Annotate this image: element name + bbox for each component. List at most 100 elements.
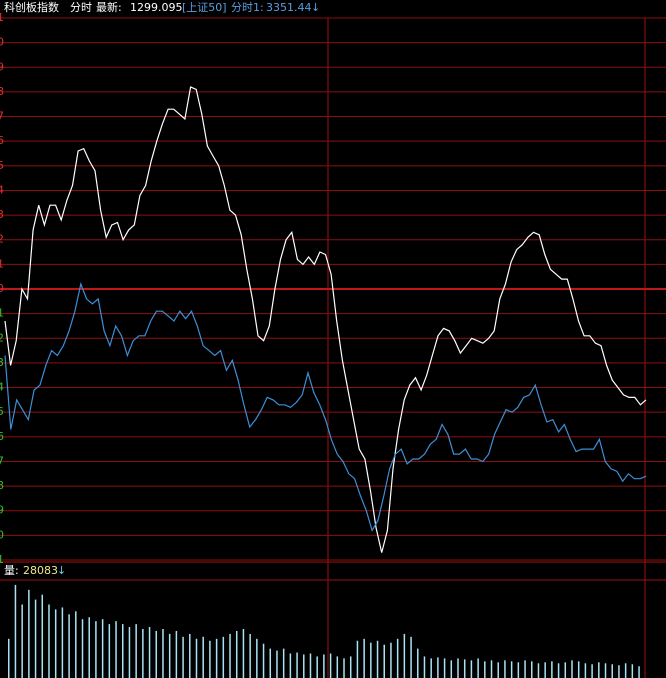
latest-value: 1299.095 (130, 1, 183, 14)
index-name: 科创板指数 (4, 0, 59, 14)
volume-bar (329, 653, 332, 678)
volume-bar (497, 662, 499, 678)
volume-arrow: ↓ (57, 564, 66, 577)
volume-bar (604, 663, 607, 678)
volume-bar (484, 661, 486, 678)
volume-bar (249, 633, 251, 678)
volume-bar (28, 589, 30, 678)
volume-bar (457, 658, 459, 678)
volume-bar (403, 633, 406, 678)
volume-bar (370, 642, 372, 678)
volume-bar (269, 648, 272, 678)
series-line (4, 86, 647, 553)
volume-bar (430, 658, 432, 678)
volume-bar (276, 650, 278, 678)
volume-bar (282, 648, 285, 678)
volume-bar (376, 640, 379, 678)
y-tick-label: 6 (0, 134, 4, 147)
y-tick-label: 4 (0, 183, 4, 196)
volume-bar (155, 630, 158, 678)
y-tick-label: -9 (0, 504, 4, 517)
series-line (4, 282, 647, 532)
volume-bar (363, 638, 365, 678)
volume-bar (450, 660, 453, 678)
volume-bar (510, 661, 513, 678)
y-tick-label: -5 (0, 405, 4, 418)
y-tick-label: 0 (0, 282, 4, 295)
ref-value: 3351.44 (266, 1, 312, 14)
volume-bar (48, 604, 50, 678)
y-tick-label: 5 (0, 159, 4, 172)
volume-bar (343, 658, 345, 678)
volume-bar (95, 621, 97, 678)
volume-bar (195, 638, 198, 678)
volume-bar (215, 638, 218, 678)
y-tick-label: -7 (0, 454, 4, 467)
y-tick-label: 1 (0, 257, 4, 270)
volume-bar (611, 664, 613, 678)
volume-bar (142, 629, 144, 678)
volume-bar (34, 599, 37, 678)
volume-bar (135, 624, 137, 678)
volume-bar (356, 640, 359, 678)
volume-bar (531, 661, 533, 678)
y-tick-label: 3 (0, 208, 4, 221)
volume-bar (81, 619, 84, 678)
y-tick-label: 11 (0, 11, 4, 24)
volume-bar (591, 664, 593, 678)
volume-bar (168, 633, 171, 678)
volume-bar (638, 666, 640, 678)
volume-bar (222, 636, 225, 678)
volume-bar (162, 629, 164, 678)
volume-bar (437, 657, 439, 678)
volume-bar (490, 660, 493, 678)
volume-bar (417, 648, 419, 678)
volume-bar (631, 664, 634, 678)
y-tick-label: -3 (0, 356, 4, 369)
volume-bar (182, 636, 184, 678)
volume-bar (8, 638, 10, 678)
volume-bar (618, 665, 620, 678)
volume-bar (229, 633, 231, 678)
volume-bar (396, 638, 399, 678)
volume-bar (390, 642, 392, 678)
ref-label: 分时1: (231, 1, 264, 14)
volume-bar (323, 654, 325, 678)
volume-bar (289, 653, 292, 678)
volume-bar (54, 609, 57, 678)
volume-bar (624, 663, 627, 678)
y-tick-label: 7 (0, 110, 4, 123)
volume-bar (316, 656, 318, 678)
volume-bar (537, 663, 540, 678)
volume-bar (564, 662, 567, 678)
volume-bar (410, 636, 412, 678)
volume-bar (121, 624, 124, 678)
volume-bar (209, 640, 211, 678)
volume-bar (262, 643, 265, 678)
volume-bar (61, 607, 64, 678)
volume-bar (577, 661, 580, 678)
volume-bar (148, 627, 151, 678)
volume-bar (75, 611, 77, 678)
volume-bar (303, 654, 305, 678)
volume-bar (235, 630, 238, 678)
volume-bar (88, 617, 90, 678)
y-tick-label: 8 (0, 85, 4, 98)
volume-bar (598, 662, 600, 678)
y-tick-label: -11 (0, 553, 4, 566)
y-tick-label: -4 (0, 381, 4, 394)
volume-bar (544, 662, 546, 678)
mode: 分时 (70, 1, 92, 14)
volume-bar (477, 658, 479, 678)
volume-last: 28083 (23, 564, 58, 577)
y-tick-label: -10 (0, 528, 4, 541)
y-tick-label: -6 (0, 430, 4, 443)
volume-bar (349, 656, 352, 678)
y-tick-label: -1 (0, 307, 4, 320)
ref-name: [上证50] (182, 1, 227, 14)
volume-bar (189, 633, 191, 678)
volume-bar (101, 619, 104, 678)
y-tick-label: -2 (0, 331, 4, 344)
volume-bar (128, 627, 131, 678)
